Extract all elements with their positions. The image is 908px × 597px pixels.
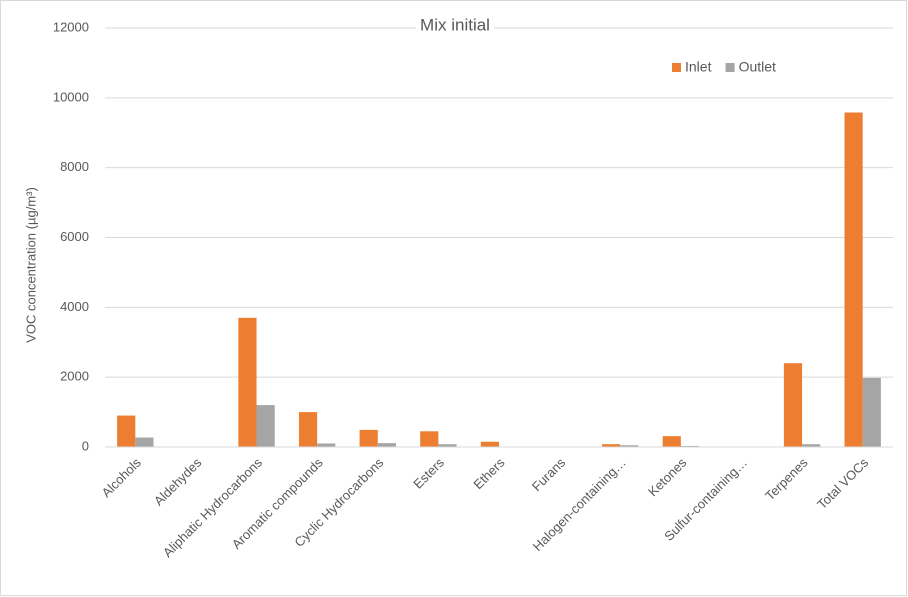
bar: [135, 437, 154, 447]
y-axis-title: VOC concentration (µg/m³): [23, 187, 38, 343]
bar: [298, 412, 318, 447]
legend-swatch: [672, 63, 681, 72]
bar: [256, 405, 275, 447]
legend-swatch: [725, 63, 735, 72]
y-tick-label: 6000: [60, 229, 89, 244]
title-background: [416, 15, 494, 35]
bar: [377, 443, 396, 447]
chart-title: Mix initial: [420, 15, 490, 34]
bar: [783, 363, 803, 447]
bar: [602, 444, 621, 447]
bar: [359, 429, 378, 447]
bar: [438, 444, 457, 447]
legend-label: Inlet: [685, 59, 712, 75]
y-tick-label: 8000: [60, 159, 89, 174]
bar: [862, 377, 881, 447]
bar: [420, 431, 439, 447]
legend-label: Outlet: [739, 59, 776, 75]
bar: [317, 443, 336, 447]
bar: [680, 445, 700, 447]
y-tick-label: 10000: [53, 89, 89, 104]
y-tick-label: 12000: [53, 19, 89, 34]
bar: [620, 445, 639, 447]
bar: [238, 317, 257, 447]
bar: [117, 415, 136, 447]
bar: [844, 112, 863, 447]
y-tick-label: 0: [82, 438, 89, 453]
bar: [480, 441, 499, 447]
y-tick-label: 2000: [60, 369, 89, 384]
y-tick-label: 4000: [60, 299, 89, 314]
bar: [802, 444, 821, 447]
bar: [662, 436, 681, 447]
